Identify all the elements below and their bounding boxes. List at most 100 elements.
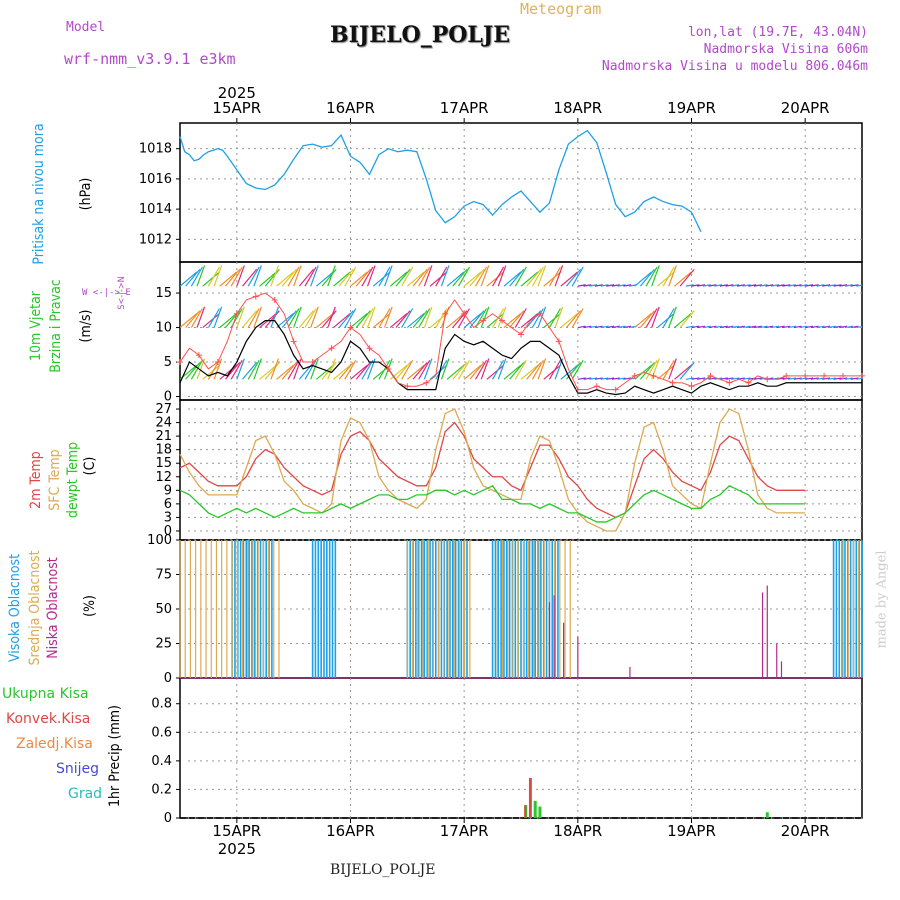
y-tick-label: 27 bbox=[155, 402, 172, 417]
wind-barb bbox=[378, 266, 391, 287]
wind-barb bbox=[543, 312, 561, 329]
wind-barb bbox=[259, 271, 277, 287]
wind-barb bbox=[230, 266, 243, 287]
wind-barb bbox=[657, 364, 675, 380]
wind-gust-marker bbox=[593, 383, 600, 390]
wind-gust-marker bbox=[518, 331, 524, 338]
wind-barb bbox=[577, 284, 586, 287]
bottom-date-label-16APR: 16APR bbox=[326, 822, 375, 840]
wind-barb bbox=[554, 306, 564, 328]
wind-barb bbox=[606, 284, 615, 287]
wind-barb bbox=[634, 271, 652, 287]
wind-barb bbox=[822, 325, 831, 329]
wind-barb bbox=[577, 325, 586, 329]
wind-barb bbox=[520, 312, 539, 329]
wind-barb bbox=[384, 306, 393, 328]
precip-snow-label: Snijeg bbox=[56, 761, 100, 777]
wind-barb bbox=[378, 308, 391, 328]
top-date-label-16APR: 16APR bbox=[326, 99, 375, 117]
wind-barb bbox=[736, 325, 745, 329]
y-tick-label: 21 bbox=[155, 429, 172, 444]
wind-barb bbox=[440, 358, 450, 380]
wind-barb bbox=[236, 358, 245, 380]
wind-barb bbox=[497, 358, 507, 380]
wind-barb bbox=[566, 310, 582, 328]
y-tick-label: 3 bbox=[164, 510, 172, 525]
wind-barb bbox=[293, 358, 302, 380]
wind-barb bbox=[406, 312, 425, 329]
wind-barb bbox=[298, 362, 314, 380]
wind-barb bbox=[509, 268, 525, 287]
wind-barb bbox=[406, 364, 425, 380]
wind-barb bbox=[423, 265, 433, 287]
total-precip-bar bbox=[765, 812, 769, 818]
wind-barb bbox=[281, 310, 297, 328]
y-tick-label: 0.2 bbox=[151, 782, 172, 797]
wind-barb bbox=[446, 364, 465, 380]
wind-barb bbox=[810, 325, 819, 329]
wind-barb bbox=[793, 284, 802, 287]
wind-barb bbox=[816, 325, 825, 329]
wind-gust-marker bbox=[669, 379, 676, 386]
wind-barb bbox=[788, 284, 797, 287]
precip-total-label: Ukupna Kisa bbox=[2, 686, 89, 702]
wind-barb bbox=[674, 271, 692, 287]
wind-gust-marker bbox=[461, 310, 468, 317]
wind-barb bbox=[480, 358, 490, 380]
y-tick-label: 1016 bbox=[139, 172, 172, 187]
wind-barb bbox=[606, 377, 615, 380]
wind-barb bbox=[225, 362, 241, 380]
wind-gust-marker bbox=[840, 372, 847, 379]
wind-barb bbox=[657, 312, 675, 329]
wind-gust-marker bbox=[309, 359, 316, 366]
wind-barb bbox=[736, 284, 745, 287]
wind-barb bbox=[731, 325, 740, 329]
y-tick-label: 1012 bbox=[139, 232, 172, 247]
wind-gust-marker bbox=[783, 372, 790, 379]
wind-barb bbox=[213, 306, 223, 328]
wind-barb bbox=[679, 268, 695, 287]
wind-barb bbox=[316, 271, 334, 287]
wind-barb bbox=[810, 377, 819, 380]
wind-barb bbox=[429, 271, 448, 287]
wind-barb bbox=[548, 308, 561, 328]
wind-gust-marker bbox=[423, 379, 430, 386]
wind-barb bbox=[236, 306, 245, 328]
wind-barb bbox=[560, 364, 579, 380]
wind-gust-marker bbox=[177, 359, 183, 366]
wind-barb bbox=[514, 266, 527, 287]
wind-barb bbox=[805, 325, 814, 329]
wind-gust-marker bbox=[631, 372, 638, 379]
wind-barb bbox=[697, 325, 706, 329]
wind-gust-marker bbox=[328, 345, 335, 352]
wind-barb bbox=[759, 325, 768, 329]
wind-barb bbox=[600, 284, 609, 287]
wind-barb bbox=[776, 325, 785, 329]
wind-barb bbox=[844, 377, 853, 380]
wind-barb bbox=[219, 312, 238, 329]
bottom-date-label-15APR: 15APR bbox=[212, 822, 261, 840]
wind-barb bbox=[247, 266, 260, 287]
wind-barb bbox=[321, 268, 337, 287]
wind-barb bbox=[503, 364, 522, 380]
wind-barb bbox=[594, 377, 603, 380]
wind-barb bbox=[833, 325, 842, 329]
wind-gust-marker bbox=[290, 338, 297, 345]
wind-barb bbox=[509, 362, 525, 380]
wind-barb bbox=[264, 268, 280, 287]
wind-barb bbox=[412, 268, 428, 287]
wind-barb bbox=[389, 271, 408, 287]
wind-barb bbox=[708, 377, 717, 380]
wind-barb bbox=[509, 310, 525, 328]
wind-barb bbox=[463, 271, 482, 287]
wind-barb bbox=[338, 268, 354, 287]
wind-barb bbox=[725, 284, 734, 287]
wind-barb bbox=[372, 312, 391, 329]
wind-barb bbox=[457, 266, 471, 287]
wind-barb bbox=[776, 284, 785, 287]
wind-barb bbox=[242, 362, 258, 380]
wind-barb bbox=[401, 266, 414, 287]
wind-barb bbox=[389, 364, 408, 380]
wind-barb bbox=[566, 268, 582, 287]
wind-barb bbox=[207, 266, 220, 287]
